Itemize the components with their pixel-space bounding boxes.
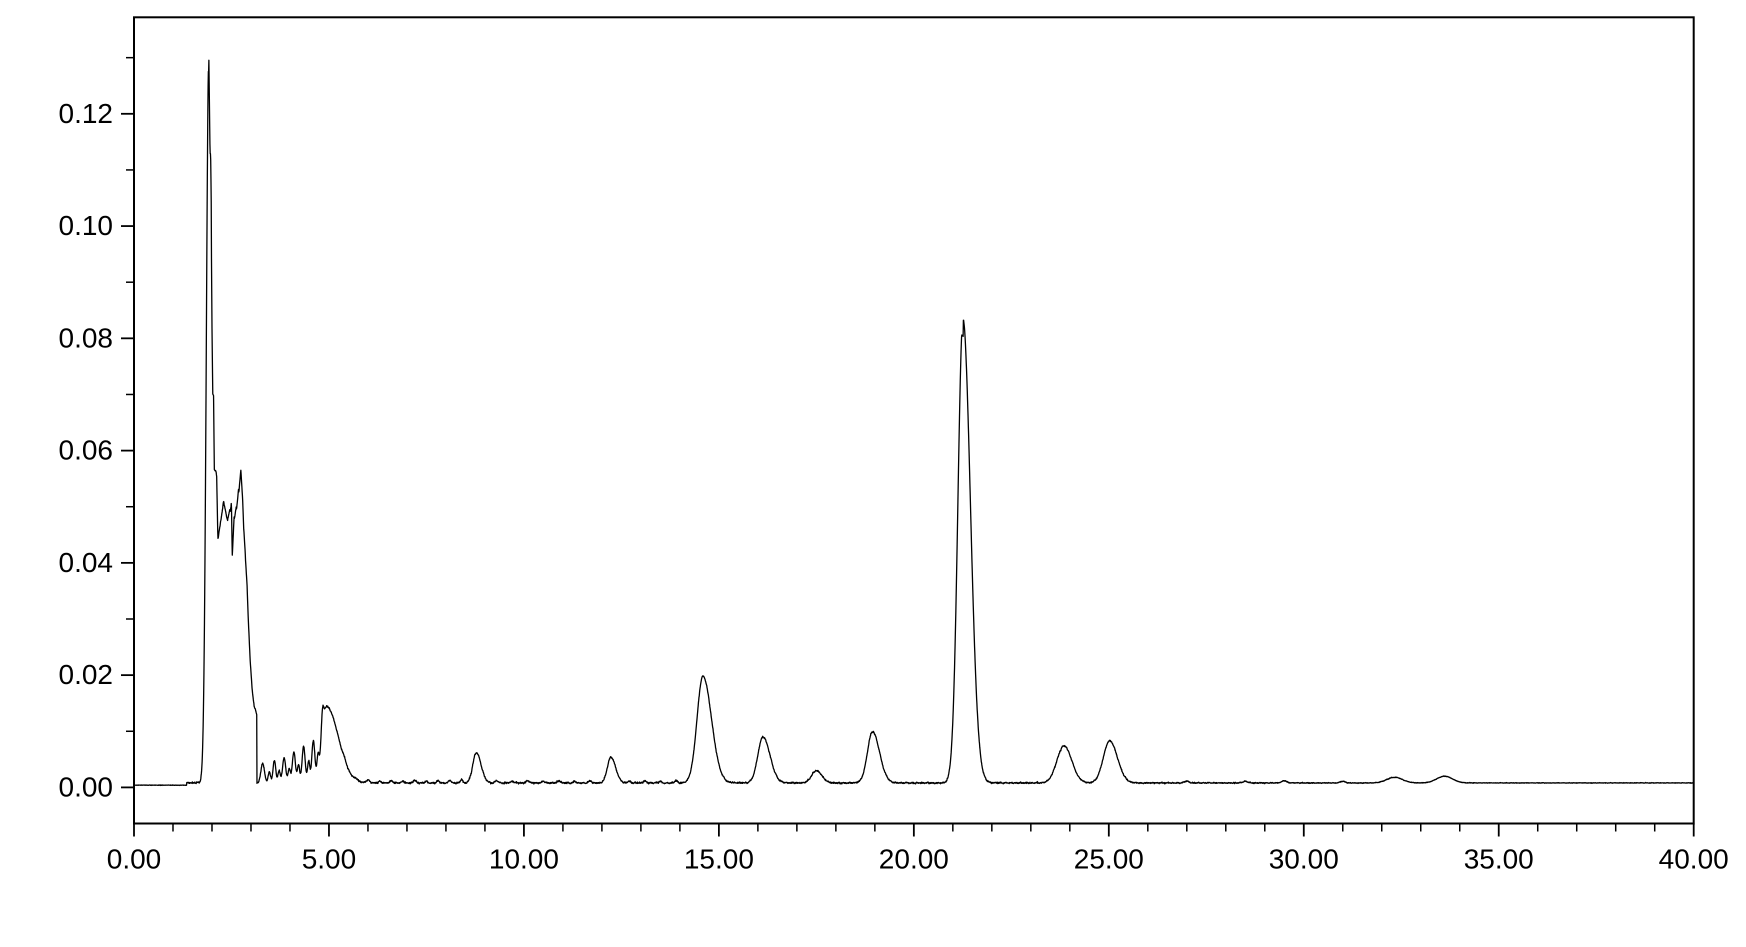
svg-text:0.04: 0.04 xyxy=(59,547,114,578)
svg-text:15.00: 15.00 xyxy=(684,844,754,875)
svg-text:0.02: 0.02 xyxy=(59,659,114,690)
svg-text:0.12: 0.12 xyxy=(59,98,114,129)
svg-text:20.00: 20.00 xyxy=(879,844,949,875)
svg-text:0.00: 0.00 xyxy=(59,771,114,802)
svg-text:0.10: 0.10 xyxy=(59,210,114,241)
svg-text:30.00: 30.00 xyxy=(1269,844,1339,875)
svg-text:5.00: 5.00 xyxy=(302,844,357,875)
svg-text:25.00: 25.00 xyxy=(1074,844,1144,875)
svg-text:10.00: 10.00 xyxy=(489,844,559,875)
svg-text:35.00: 35.00 xyxy=(1464,844,1534,875)
svg-text:0.00: 0.00 xyxy=(107,844,162,875)
svg-text:40.00: 40.00 xyxy=(1659,844,1729,875)
svg-text:0.06: 0.06 xyxy=(59,435,114,466)
svg-text:0.08: 0.08 xyxy=(59,322,114,353)
